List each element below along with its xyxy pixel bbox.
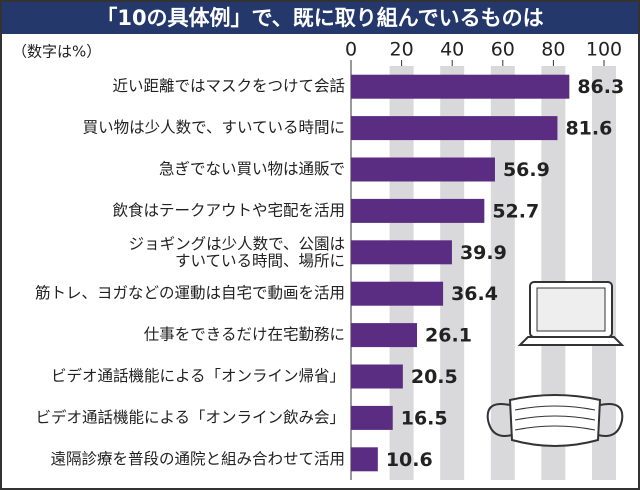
category-label: 近い距離ではマスクをつけて会話 bbox=[112, 77, 345, 95]
x-tick-label: 20 bbox=[390, 39, 414, 61]
bar bbox=[351, 323, 418, 348]
value-label: 39.9 bbox=[460, 242, 507, 264]
bar bbox=[351, 198, 485, 223]
category-label: 飲食はテークアウトや宅配を活用 bbox=[112, 201, 345, 219]
x-tick-label: 60 bbox=[491, 39, 515, 61]
title-bar bbox=[2, 2, 638, 34]
value-label: 16.5 bbox=[401, 407, 448, 429]
icons bbox=[486, 281, 625, 447]
value-label: 10.6 bbox=[386, 449, 433, 471]
bar bbox=[351, 116, 558, 141]
x-tick-label: 40 bbox=[440, 39, 464, 61]
bar bbox=[351, 405, 393, 430]
bar bbox=[351, 157, 495, 182]
category-label: ビデオ通話機能による「オンライン飲み会」 bbox=[35, 407, 345, 426]
bar bbox=[351, 281, 444, 306]
value-label: 36.4 bbox=[451, 283, 498, 305]
mask-pleats bbox=[514, 405, 596, 431]
category-label: 仕事をできるだけ在宅勤務に bbox=[144, 326, 345, 344]
bar bbox=[351, 74, 570, 99]
x-tick-label: 0 bbox=[345, 39, 357, 61]
value-label: 20.5 bbox=[411, 366, 458, 388]
category-label: ジョギングは少人数で、公園はすいている時間、場所に bbox=[129, 234, 345, 269]
category-label: 遠隔診療を普段の通院と組み合わせて活用 bbox=[50, 449, 345, 468]
unit-note: （数字は%） bbox=[12, 43, 101, 61]
x-tick-label: 100 bbox=[586, 39, 622, 61]
mask-body bbox=[508, 394, 602, 447]
laptop-display bbox=[536, 287, 606, 332]
laptop-base bbox=[517, 336, 625, 346]
value-label: 86.3 bbox=[577, 76, 624, 98]
category-label: ビデオ通話機能による「オンライン帰省」 bbox=[51, 366, 345, 385]
value-label: 56.9 bbox=[503, 159, 550, 181]
category-label: 買い物は少人数で、すいている時間に bbox=[83, 119, 345, 137]
chart-title: 「10の具体例」で、既に取り組んでいるものは bbox=[96, 6, 543, 30]
category-label: 筋トレ、ヨガなどの運動は自宅で動画を活用 bbox=[35, 284, 345, 302]
category-label: 急ぎでない買い物は通販で bbox=[159, 160, 345, 178]
bar bbox=[351, 240, 452, 265]
bar bbox=[351, 364, 403, 389]
mask-straps bbox=[486, 403, 624, 437]
value-label: 81.6 bbox=[565, 118, 612, 140]
value-label: 26.1 bbox=[425, 325, 472, 347]
x-tick-label: 80 bbox=[541, 39, 565, 61]
bar bbox=[351, 447, 378, 472]
value-label: 52.7 bbox=[492, 200, 539, 222]
